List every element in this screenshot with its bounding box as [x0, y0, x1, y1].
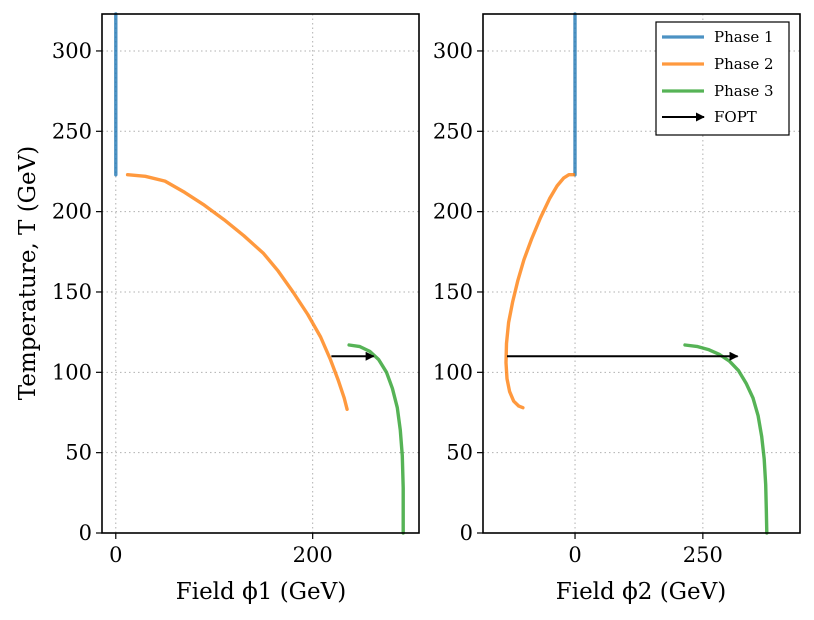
left-series-phase-2-line — [125, 172, 349, 411]
right-series-lines — [504, 12, 769, 535]
right-y-tick-label: 150 — [433, 280, 473, 304]
legend-label-phase-2: Phase 2 — [714, 55, 774, 73]
right-y-tick-label: 300 — [433, 39, 473, 63]
left-y-tick-label: 250 — [52, 119, 92, 143]
right-x-axis-label: Field ϕ2 (GeV) — [556, 579, 726, 605]
left-x-tick-label: 200 — [293, 543, 333, 567]
right-tick-labels: 0 250 0 50 100 150 200 250 300 — [433, 39, 723, 567]
right-series-phase-2-line — [504, 172, 576, 410]
left-x-tick-label: 0 — [109, 543, 122, 567]
right-x-tick-label: 250 — [683, 543, 723, 567]
left-x-axis-label: Field ϕ1 (GeV) — [176, 579, 346, 605]
right-y-tick-label: 250 — [433, 119, 473, 143]
right-axes-frame — [482, 13, 801, 534]
right-y-tick-label: 50 — [446, 441, 473, 465]
left-axes-frame — [101, 13, 420, 534]
left-gridlines — [102, 14, 419, 534]
legend-label-fopt: FOPT — [714, 108, 757, 126]
left-y-tick-label: 50 — [65, 441, 92, 465]
right-panel: 0 250 0 50 100 150 200 250 300 Field ϕ2 (GeV) — [433, 12, 801, 605]
right-series-phase-3-line — [683, 343, 769, 535]
left-tick-marks — [96, 50, 314, 539]
left-y-tick-label: 200 — [52, 200, 92, 224]
right-tick-marks — [477, 50, 704, 539]
legend-label-phase-3: Phase 3 — [714, 82, 774, 100]
left-y-axis-label: Temperature, T (GeV) — [15, 146, 41, 401]
legend-label-phase-1: Phase 1 — [714, 28, 774, 46]
right-x-tick-label: 0 — [568, 543, 581, 567]
left-panel: 0 200 0 50 100 150 200 250 300 Field ϕ1 (GeV) Te… — [15, 12, 420, 605]
left-y-tick-label: 150 — [52, 280, 92, 304]
left-y-tick-label: 0 — [79, 521, 92, 545]
left-tick-labels: 0 200 0 50 100 150 200 250 300 — [52, 39, 333, 567]
right-y-tick-label: 100 — [433, 360, 473, 384]
left-y-tick-label: 300 — [52, 39, 92, 63]
legend: Phase 1 Phase 2 Phase 3 FOPT — [655, 21, 790, 136]
right-y-tick-label: 0 — [460, 521, 473, 545]
right-y-tick-label: 200 — [433, 200, 473, 224]
left-y-tick-label: 100 — [52, 360, 92, 384]
left-series-lines — [114, 12, 405, 535]
left-series-phase-3-line — [347, 343, 405, 535]
